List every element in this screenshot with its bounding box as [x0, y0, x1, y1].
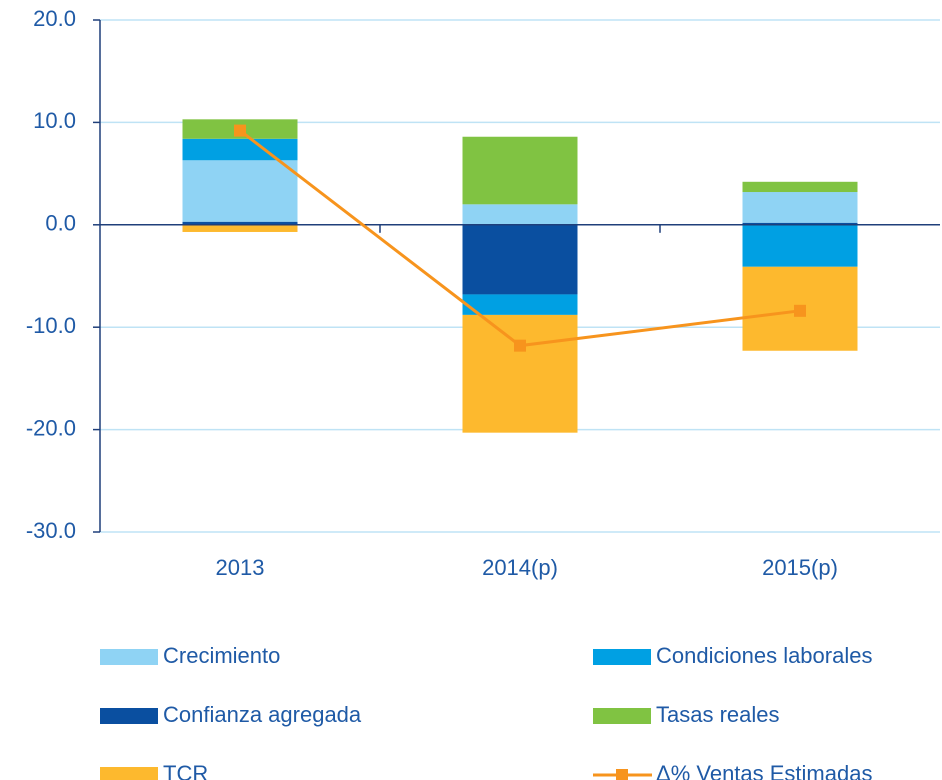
bar-segment [182, 221, 298, 225]
x-tick-label: 2014(p) [482, 555, 558, 580]
line-marker [514, 339, 526, 352]
bar-segment [742, 224, 858, 267]
legend-label: Tasas reales [656, 702, 780, 727]
bar-segment [462, 314, 578, 433]
legend-label: Δ% Ventas Estimadas [656, 761, 872, 780]
bar-segment [462, 224, 578, 295]
legend-swatch [100, 649, 158, 665]
y-tick-label: -30.0 [26, 518, 76, 543]
line-marker [234, 124, 246, 137]
bar-segment [742, 192, 858, 223]
legend-swatch [100, 767, 158, 780]
bar-segment [462, 204, 578, 225]
bar-segment [742, 181, 858, 193]
legend-label: Condiciones laborales [656, 643, 872, 668]
x-tick-label: 2015(p) [762, 555, 838, 580]
y-tick-label: -10.0 [26, 313, 76, 338]
legend-swatch [593, 708, 651, 724]
x-tick-label: 2013 [216, 555, 265, 580]
bar-segment [182, 138, 298, 161]
bar-segment [182, 160, 298, 222]
legend-swatch [593, 649, 651, 665]
y-tick-label: 20.0 [33, 6, 76, 31]
y-tick-label: -20.0 [26, 415, 76, 440]
legend-swatch [100, 708, 158, 724]
legend-label: TCR [163, 761, 208, 780]
bar-segment [462, 136, 578, 205]
y-tick-label: 0.0 [45, 211, 76, 236]
bar-segment [462, 294, 578, 315]
legend-label: Crecimiento [163, 643, 280, 668]
legend-marker [616, 769, 628, 780]
bar-segment [182, 224, 298, 232]
bar-segment [742, 222, 858, 225]
legend-label: Confianza agregada [163, 702, 362, 727]
line-marker [794, 304, 806, 317]
y-tick-label: 10.0 [33, 108, 76, 133]
